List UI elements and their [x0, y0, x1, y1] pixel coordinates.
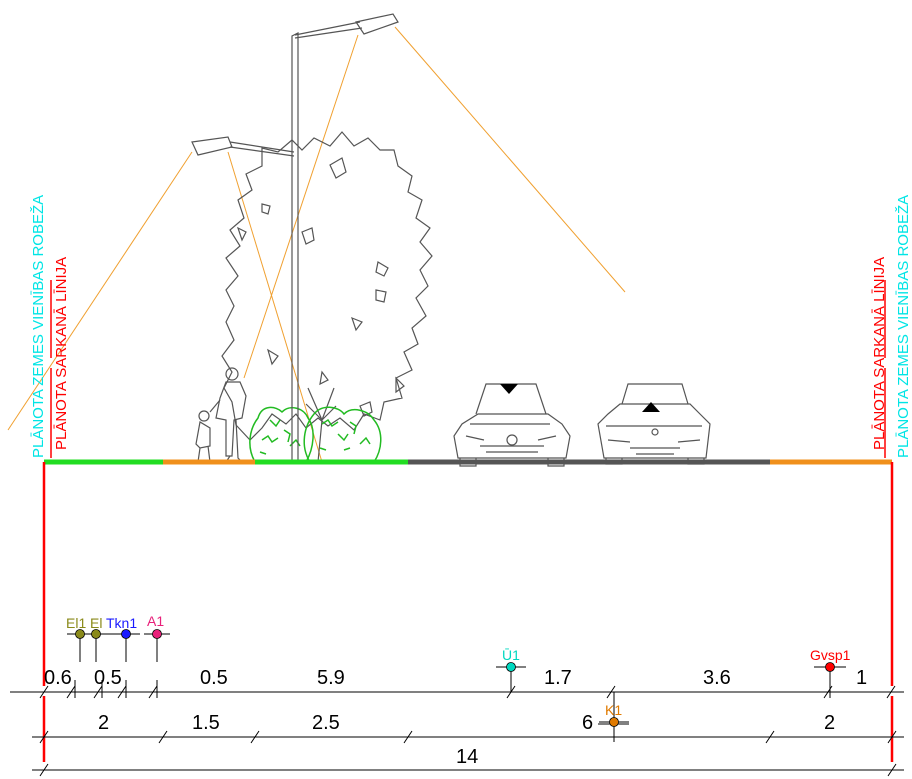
dim-2-5: 2.5 [312, 712, 340, 734]
car-front-icon [453, 383, 711, 467]
bush-icon [249, 406, 382, 463]
dim-0-5-a: 0.5 [94, 667, 122, 689]
dim-6: 6 [582, 712, 593, 734]
dim-3-6: 3.6 [703, 667, 731, 689]
right-land-boundary-label: PLĀNOTA ZEMES VIENĪBAS ROBEŽA [895, 195, 912, 458]
utility-a1: A1 [144, 613, 170, 662]
right-red-line-label: PLĀNOTA SARKANĀ LĪNIJA [871, 257, 888, 450]
boundary-labels: PLĀNOTA ZEMES VIENĪBAS ROBEŽA PLĀNOTA SA… [30, 195, 912, 458]
utilities: El1 El Tkn1 A1 Ū1 [66, 613, 628, 725]
utility-k1-label: K1 [605, 702, 622, 718]
dim-5-9: 5.9 [317, 667, 345, 689]
dim-1-5: 1.5 [192, 712, 220, 734]
triangle-up-icon [642, 402, 660, 412]
dim-0-6: 0.6 [44, 667, 72, 689]
dim-2-b: 2 [824, 712, 835, 734]
dim-1: 1 [856, 667, 867, 689]
utility-a1-marker [152, 629, 162, 639]
utility-tkn1-label: Tkn1 [106, 615, 137, 631]
utility-el1-marker [75, 629, 85, 639]
utility-k1-marker [609, 717, 619, 727]
dim-2-a: 2 [98, 712, 109, 734]
dimension-lines [10, 670, 904, 777]
red-boundary-lines [42, 462, 894, 762]
utility-el-marker [91, 629, 101, 639]
utility-k1-real-marker: K1 [599, 702, 629, 742]
left-red-line-label: PLĀNOTA SARKANĀ LĪNIJA [53, 257, 70, 450]
utility-el-label: El [90, 615, 102, 631]
utility-gvsp1: Gvsp1 [810, 647, 851, 692]
utility-el1-label: El1 [66, 615, 86, 631]
tree-icon [221, 131, 433, 463]
utility-u1-label: Ū1 [502, 647, 520, 663]
dim-1-7: 1.7 [544, 667, 572, 689]
utility-tkn1: Tkn1 [106, 615, 140, 662]
pedestrians-icon [195, 367, 247, 463]
lamp-light-beams [7, 26, 626, 463]
utility-tkn1-marker [121, 629, 131, 639]
utility-u1: Ū1 [496, 647, 526, 692]
dim-14: 14 [456, 746, 478, 768]
utility-gvsp1-marker [825, 662, 835, 672]
triangle-down-icon [500, 384, 518, 394]
street-lamp-icon [191, 13, 399, 462]
utility-a1-label: A1 [147, 613, 164, 629]
utility-gvsp1-label: Gvsp1 [810, 647, 851, 663]
utility-u1-marker [506, 662, 516, 672]
dim-0-5-b: 0.5 [200, 667, 228, 689]
dimension-texts: 0.6 0.5 0.5 5.9 1.7 3.6 1 2 1.5 2.5 6 2 … [44, 667, 867, 768]
left-land-boundary-label: PLĀNOTA ZEMES VIENĪBAS ROBEŽA [30, 195, 47, 458]
utility-el: El [85, 615, 112, 662]
